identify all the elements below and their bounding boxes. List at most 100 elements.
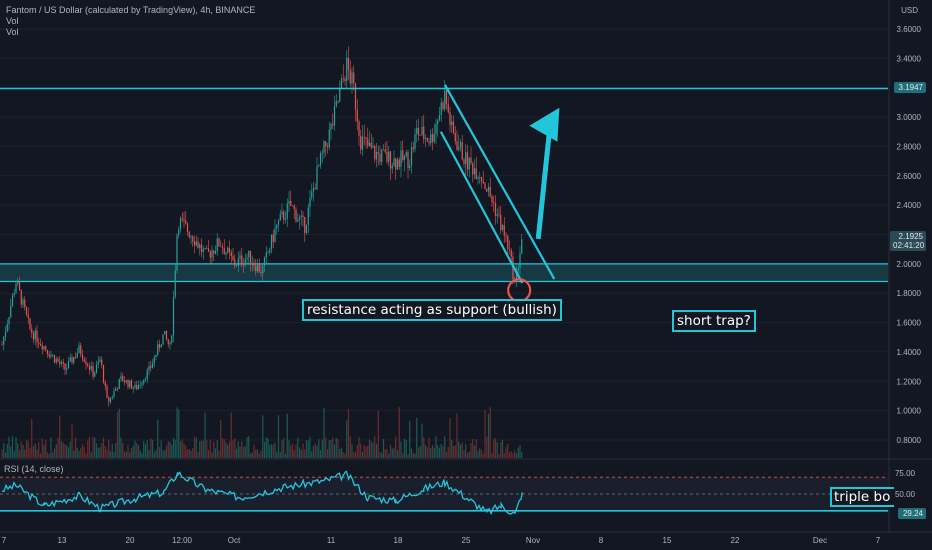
candle-body [20,289,22,305]
candle-body [55,359,57,363]
volume-bar [468,451,470,458]
volume-bar [186,449,189,458]
candle-body [239,255,241,259]
volume-bar [479,448,481,458]
candle-body [353,72,355,84]
volume-bar [115,442,117,458]
candle-body [60,361,63,364]
time-tick-label: 12:00 [172,536,193,545]
volume-indicator-label[interactable]: Vol [6,16,19,26]
candle-body [444,90,446,110]
volume-bar [162,450,164,458]
candle-body [253,263,255,266]
volume-bar [241,441,243,458]
candle-body [305,224,308,234]
candle-body [150,366,152,368]
volume-bar [25,440,28,458]
candles [1,46,523,407]
candle-body [199,244,201,249]
candle-body [354,83,357,110]
support-zone-band [0,263,888,282]
short-trap-annotation[interactable]: short trap? [672,310,756,332]
volume-bar [311,451,313,458]
volume-indicator-label-2[interactable]: Vol [6,27,19,37]
candle-body [326,146,329,148]
candle-body [99,359,101,362]
volume-bar [400,441,402,458]
volume-bar [381,452,383,458]
volume-bar [10,446,12,458]
candle-body [340,78,343,89]
volume-bar [1,449,3,458]
candle-body [290,200,292,206]
volume-bar [319,450,322,458]
candle-body [468,157,470,170]
candle-body [39,343,42,346]
volume-bar [246,437,248,458]
candle-body [312,188,315,192]
candle-body [426,138,428,142]
candle-body [363,136,365,138]
volume-bar [517,447,519,458]
candle-body [237,258,239,266]
volume-bar [358,437,360,458]
candle-body [472,163,474,175]
volume-bar [160,440,162,458]
volume-bar [277,415,280,458]
candle-body [130,380,133,389]
rsi-annotation[interactable]: triple bo [830,487,894,507]
candle-body [388,151,390,162]
candle-body [223,248,225,255]
price-tick-label: 3.0000 [897,113,922,122]
candle-body [71,357,73,363]
candle-body [46,349,49,354]
candle-body [479,176,481,179]
candle-body [435,123,437,134]
candle-body [291,205,294,207]
volume-bar [176,407,178,458]
candle-body [414,133,416,150]
volume-bar [398,407,400,458]
volume-bar [137,445,140,458]
volume-bar [500,442,502,458]
rsi-label[interactable]: RSI (14, close) [4,464,64,474]
candle-body [521,239,523,254]
candle-body [263,257,266,266]
candle-body [339,88,341,102]
rsi-tick-label: 75.00 [895,469,916,478]
volume-bar [80,448,82,458]
volume-bar [185,445,187,458]
support-annotation[interactable]: resistance acting as support (bullish) [302,299,562,321]
volume-bar [267,438,269,458]
symbol-line[interactable]: Fantom / US Dollar (calculated by Tradin… [6,5,256,15]
candle-body [255,265,257,272]
volume-bar [228,441,231,458]
candle-body [487,186,490,192]
volume-bar [444,436,446,458]
candle-body [333,106,336,126]
volume-bar [213,441,215,458]
currency-label: USD [901,6,918,15]
drawings[interactable] [0,84,888,303]
volume-bar [437,445,439,458]
volume-bar [244,445,246,458]
volume-bar [227,444,229,458]
volume-bar [274,442,276,458]
candle-body [402,150,404,160]
candle-body [501,225,504,230]
volume-bar [491,452,493,458]
volume-bar [31,419,33,458]
volume-bar [297,438,299,458]
price-tick-label: 1.4000 [897,348,922,357]
candle-body [454,132,456,142]
volume-bar [402,452,404,458]
candle-body [62,361,64,364]
volume-bar [165,445,168,458]
candle-body [127,379,129,387]
volume-bar [272,444,274,458]
candle-body [431,134,434,143]
volume-bar [188,449,190,458]
candle-body [165,331,168,339]
candle-body [57,359,59,362]
